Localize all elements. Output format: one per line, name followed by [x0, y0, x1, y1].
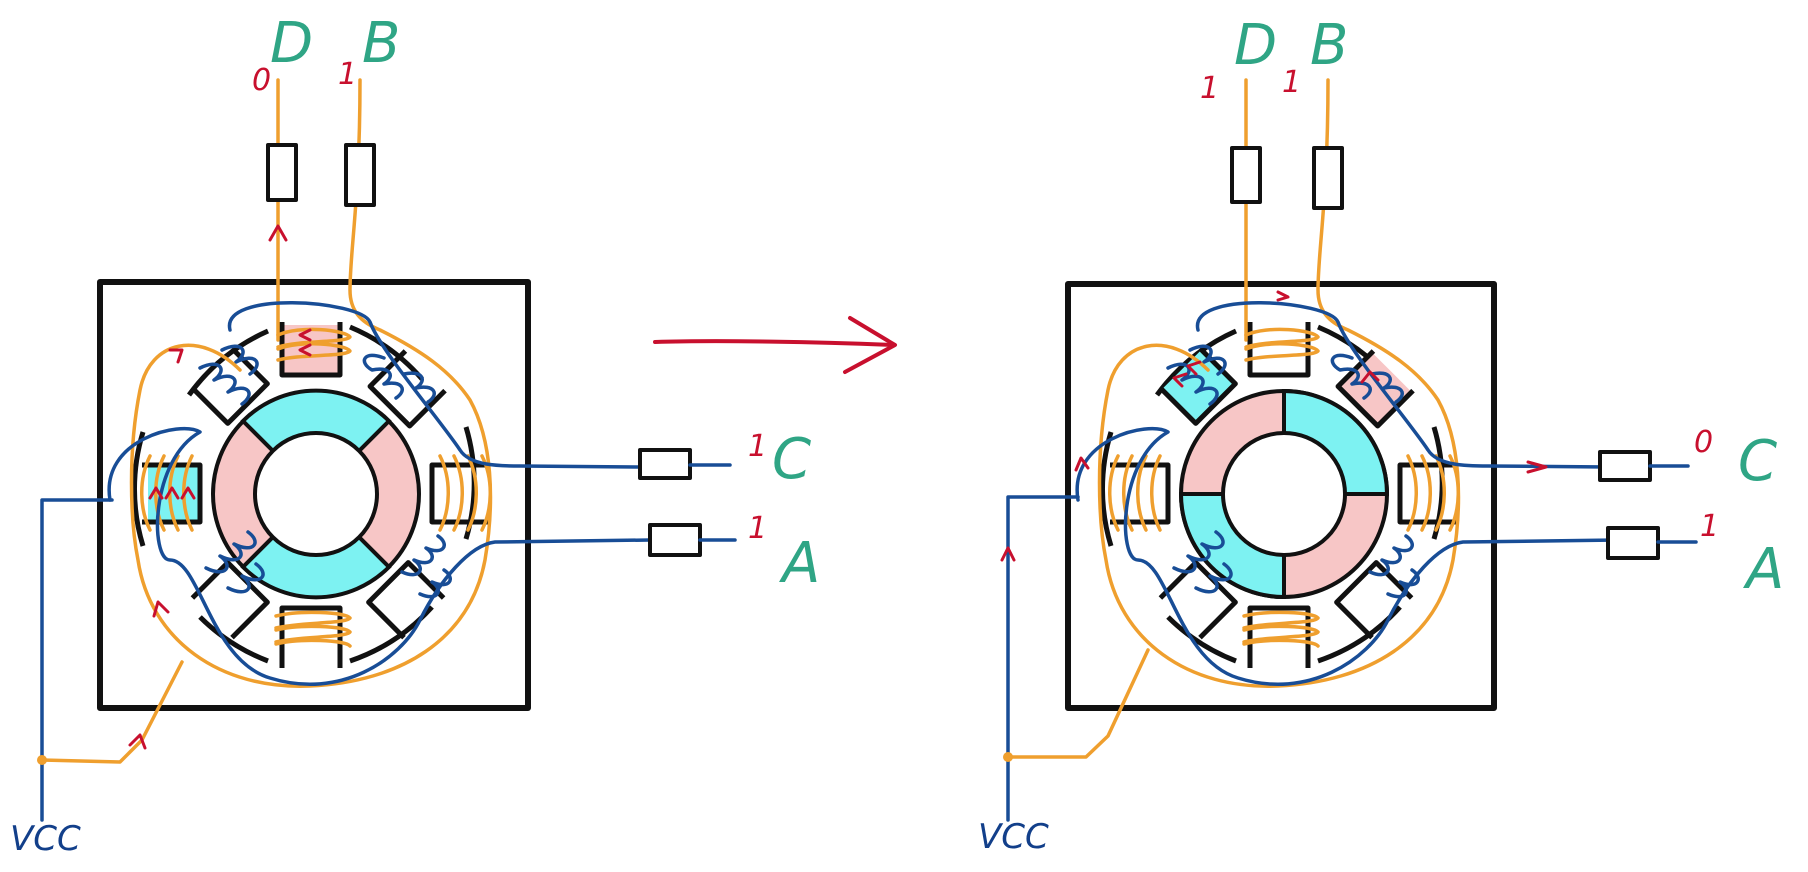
current-arrows	[128, 224, 312, 750]
stator-pole-bottom	[1247, 605, 1311, 668]
left-motor: D B C A 0 1 1 1 VCC	[10, 11, 820, 859]
arrow-right-icon	[653, 316, 897, 374]
terminal-C-label: C	[772, 427, 811, 492]
terminal-B-label: B	[1310, 13, 1348, 78]
stator-pole-top-left	[1158, 346, 1238, 426]
terminal-C-label: C	[1738, 429, 1777, 494]
stator-pole-right	[1397, 462, 1458, 525]
D-value: 0	[252, 63, 271, 98]
coil-top-right	[362, 353, 436, 404]
stator-pole-bottom-right	[366, 560, 446, 640]
coil-top-right	[1330, 353, 1404, 404]
coil-right	[1406, 454, 1460, 532]
right-motor: D B C A 1 1 0 1 VCC	[978, 13, 1784, 857]
terminal-D-label: D	[270, 11, 313, 76]
vcc-label: VCC	[10, 819, 81, 859]
resistor-icon	[266, 143, 737, 557]
coil-bottom	[274, 610, 352, 648]
resistor-icon	[1230, 146, 1698, 560]
coil-bottom-left	[204, 530, 265, 594]
coil-left	[1108, 454, 1162, 532]
D-value: 1	[1200, 71, 1219, 106]
coil-top	[1244, 327, 1320, 362]
stator-pole-right	[429, 462, 490, 525]
wire-vcc-yellow	[40, 660, 184, 764]
motor-housing	[97, 279, 531, 711]
terminal-A-label: A	[1743, 537, 1784, 602]
wire-blue-loop	[1196, 301, 1610, 469]
rotor	[1178, 388, 1390, 600]
stator-pole-bottom-right	[1334, 560, 1414, 640]
C-value: 0	[1694, 425, 1713, 460]
wire-blue-lower	[1075, 427, 1620, 686]
coil-top-left	[198, 344, 259, 406]
current-arrows	[1000, 290, 1548, 562]
coil-left	[140, 454, 194, 532]
C-value: 1	[748, 429, 767, 464]
wire-blue-lower	[107, 427, 652, 686]
vcc-junction	[37, 755, 47, 765]
wire-yellow-loop	[129, 78, 493, 688]
A-value: 1	[1700, 509, 1719, 544]
stator-pole-top-left	[190, 346, 270, 426]
wire-vcc-yellow	[1006, 648, 1150, 759]
vcc-junction	[1003, 752, 1013, 762]
coil-bottom	[1242, 610, 1320, 648]
wire-vcc-blue	[1006, 495, 1080, 822]
B-value: 1	[1282, 65, 1301, 100]
stator-pole-bottom	[279, 605, 343, 668]
wire-yellow-loop	[1097, 78, 1461, 688]
rotor	[211, 388, 421, 600]
terminal-D-label: D	[1234, 13, 1277, 78]
B-value: 1	[338, 57, 357, 92]
coil-right	[438, 454, 492, 532]
A-value: 1	[748, 511, 767, 546]
wire-blue-loop	[228, 301, 642, 469]
terminal-B-label: B	[362, 11, 400, 76]
coil-top	[276, 327, 352, 362]
wire-vcc-blue	[40, 498, 114, 822]
terminal-A-label: A	[779, 531, 820, 596]
vcc-label: VCC	[978, 817, 1049, 857]
coil-bottom-left	[1172, 530, 1233, 594]
